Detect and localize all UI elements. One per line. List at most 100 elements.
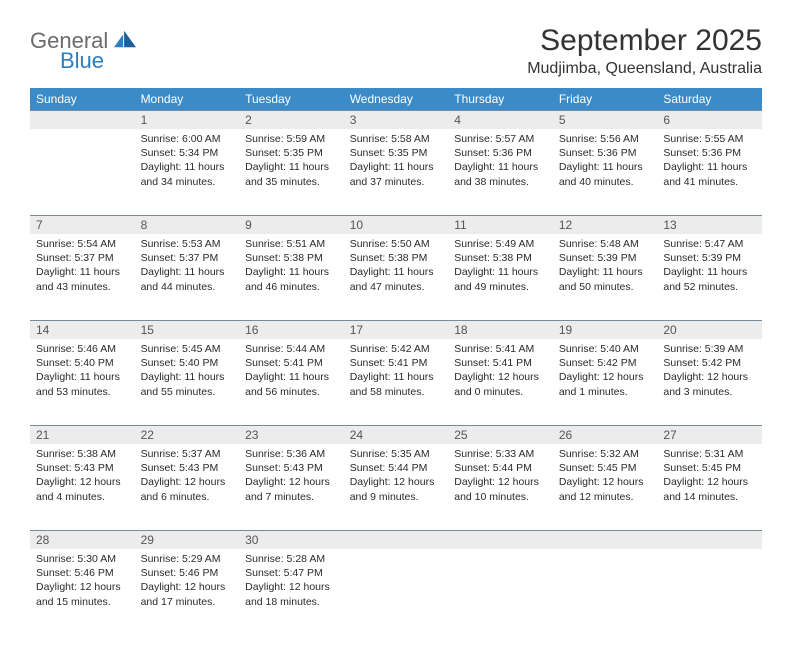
day-content: Sunrise: 5:56 AMSunset: 5:36 PMDaylight:… xyxy=(553,129,658,195)
daycontent-row: Sunrise: 5:54 AMSunset: 5:37 PMDaylight:… xyxy=(30,234,762,320)
calendar-cell-content: Sunrise: 5:47 AMSunset: 5:39 PMDaylight:… xyxy=(657,234,762,320)
day-content: Sunrise: 5:39 AMSunset: 5:42 PMDaylight:… xyxy=(657,339,762,405)
day-number: 12 xyxy=(553,215,658,234)
weekday-header: Wednesday xyxy=(344,88,449,110)
day-number: 24 xyxy=(344,425,449,444)
daynum-row: 282930 xyxy=(30,530,762,549)
day-number: 27 xyxy=(657,425,762,444)
calendar-cell-content: Sunrise: 5:29 AMSunset: 5:46 PMDaylight:… xyxy=(135,549,240,635)
day-content: Sunrise: 5:45 AMSunset: 5:40 PMDaylight:… xyxy=(135,339,240,405)
day-content: Sunrise: 5:33 AMSunset: 5:44 PMDaylight:… xyxy=(448,444,553,510)
daycontent-row: Sunrise: 6:00 AMSunset: 5:34 PMDaylight:… xyxy=(30,129,762,215)
day-number: 11 xyxy=(448,215,553,234)
calendar-cell-content: Sunrise: 5:56 AMSunset: 5:36 PMDaylight:… xyxy=(553,129,658,215)
day-number: 16 xyxy=(239,320,344,339)
calendar-cell-content: Sunrise: 5:31 AMSunset: 5:45 PMDaylight:… xyxy=(657,444,762,530)
brand-logo: General Blue xyxy=(30,30,136,72)
calendar-cell-num: 10 xyxy=(344,215,449,234)
day-number: 2 xyxy=(239,110,344,129)
calendar-cell-content: Sunrise: 5:51 AMSunset: 5:38 PMDaylight:… xyxy=(239,234,344,320)
day-number: 7 xyxy=(30,215,135,234)
calendar-cell-num: 4 xyxy=(448,110,553,129)
calendar-cell-content: Sunrise: 5:57 AMSunset: 5:36 PMDaylight:… xyxy=(448,129,553,215)
daynum-row: 123456 xyxy=(30,110,762,129)
day-number: 9 xyxy=(239,215,344,234)
day-content: Sunrise: 5:40 AMSunset: 5:42 PMDaylight:… xyxy=(553,339,658,405)
calendar-cell-num: 22 xyxy=(135,425,240,444)
calendar-cell-content: Sunrise: 5:36 AMSunset: 5:43 PMDaylight:… xyxy=(239,444,344,530)
daynum-row: 14151617181920 xyxy=(30,320,762,339)
calendar-table: SundayMondayTuesdayWednesdayThursdayFrid… xyxy=(30,88,762,635)
day-content: Sunrise: 5:36 AMSunset: 5:43 PMDaylight:… xyxy=(239,444,344,510)
day-content: Sunrise: 5:48 AMSunset: 5:39 PMDaylight:… xyxy=(553,234,658,300)
day-content: Sunrise: 5:41 AMSunset: 5:41 PMDaylight:… xyxy=(448,339,553,405)
location-text: Mudjimba, Queensland, Australia xyxy=(527,60,762,78)
calendar-cell-content xyxy=(30,129,135,215)
calendar-cell-num: 1 xyxy=(135,110,240,129)
weekday-header: Saturday xyxy=(657,88,762,110)
day-number: 28 xyxy=(30,530,135,549)
day-content: Sunrise: 5:37 AMSunset: 5:43 PMDaylight:… xyxy=(135,444,240,510)
calendar-cell-content: Sunrise: 6:00 AMSunset: 5:34 PMDaylight:… xyxy=(135,129,240,215)
calendar-cell-content: Sunrise: 5:42 AMSunset: 5:41 PMDaylight:… xyxy=(344,339,449,425)
empty-day-number xyxy=(344,530,449,549)
calendar-cell-content: Sunrise: 5:30 AMSunset: 5:46 PMDaylight:… xyxy=(30,549,135,635)
day-content: Sunrise: 5:57 AMSunset: 5:36 PMDaylight:… xyxy=(448,129,553,195)
brand-text: General Blue xyxy=(30,30,136,72)
calendar-cell-num: 9 xyxy=(239,215,344,234)
day-content: Sunrise: 5:32 AMSunset: 5:45 PMDaylight:… xyxy=(553,444,658,510)
day-number: 21 xyxy=(30,425,135,444)
day-number: 8 xyxy=(135,215,240,234)
calendar-cell-content: Sunrise: 5:33 AMSunset: 5:44 PMDaylight:… xyxy=(448,444,553,530)
day-number: 10 xyxy=(344,215,449,234)
empty-day-number xyxy=(657,530,762,549)
calendar-cell-content: Sunrise: 5:55 AMSunset: 5:36 PMDaylight:… xyxy=(657,129,762,215)
day-number: 14 xyxy=(30,320,135,339)
calendar-cell-content xyxy=(344,549,449,635)
day-content: Sunrise: 5:30 AMSunset: 5:46 PMDaylight:… xyxy=(30,549,135,615)
header: General Blue September 2025 Mudjimba, Qu… xyxy=(30,24,762,78)
day-number: 23 xyxy=(239,425,344,444)
calendar-cell-content: Sunrise: 5:35 AMSunset: 5:44 PMDaylight:… xyxy=(344,444,449,530)
weekday-header: Monday xyxy=(135,88,240,110)
day-number: 25 xyxy=(448,425,553,444)
calendar-cell-content: Sunrise: 5:28 AMSunset: 5:47 PMDaylight:… xyxy=(239,549,344,635)
day-number: 5 xyxy=(553,110,658,129)
title-block: September 2025 Mudjimba, Queensland, Aus… xyxy=(527,24,762,78)
calendar-cell-content xyxy=(553,549,658,635)
calendar-cell-content: Sunrise: 5:50 AMSunset: 5:38 PMDaylight:… xyxy=(344,234,449,320)
day-content: Sunrise: 5:29 AMSunset: 5:46 PMDaylight:… xyxy=(135,549,240,615)
calendar-cell-content: Sunrise: 5:44 AMSunset: 5:41 PMDaylight:… xyxy=(239,339,344,425)
calendar-cell-content: Sunrise: 5:49 AMSunset: 5:38 PMDaylight:… xyxy=(448,234,553,320)
calendar-cell-content: Sunrise: 5:37 AMSunset: 5:43 PMDaylight:… xyxy=(135,444,240,530)
calendar-cell-content: Sunrise: 5:40 AMSunset: 5:42 PMDaylight:… xyxy=(553,339,658,425)
empty-day-number xyxy=(448,530,553,549)
calendar-cell-content: Sunrise: 5:54 AMSunset: 5:37 PMDaylight:… xyxy=(30,234,135,320)
calendar-cell-num: 2 xyxy=(239,110,344,129)
day-content: Sunrise: 5:38 AMSunset: 5:43 PMDaylight:… xyxy=(30,444,135,510)
day-content: Sunrise: 6:00 AMSunset: 5:34 PMDaylight:… xyxy=(135,129,240,195)
calendar-cell-num: 28 xyxy=(30,530,135,549)
calendar-cell-num: 6 xyxy=(657,110,762,129)
day-number: 19 xyxy=(553,320,658,339)
calendar-cell-num: 12 xyxy=(553,215,658,234)
calendar-cell-num: 26 xyxy=(553,425,658,444)
calendar-cell-num: 15 xyxy=(135,320,240,339)
calendar-cell-num: 30 xyxy=(239,530,344,549)
day-content: Sunrise: 5:53 AMSunset: 5:37 PMDaylight:… xyxy=(135,234,240,300)
brand-word-2: Blue xyxy=(60,50,136,72)
page-title: September 2025 xyxy=(527,24,762,58)
calendar-cell-num: 25 xyxy=(448,425,553,444)
calendar-cell-num: 23 xyxy=(239,425,344,444)
day-number: 29 xyxy=(135,530,240,549)
day-content: Sunrise: 5:46 AMSunset: 5:40 PMDaylight:… xyxy=(30,339,135,405)
calendar-cell-num: 7 xyxy=(30,215,135,234)
calendar-cell-content: Sunrise: 5:59 AMSunset: 5:35 PMDaylight:… xyxy=(239,129,344,215)
day-content: Sunrise: 5:49 AMSunset: 5:38 PMDaylight:… xyxy=(448,234,553,300)
day-number: 13 xyxy=(657,215,762,234)
day-number: 3 xyxy=(344,110,449,129)
weekday-header: Thursday xyxy=(448,88,553,110)
calendar-cell-num: 20 xyxy=(657,320,762,339)
calendar-cell-num xyxy=(448,530,553,549)
day-content: Sunrise: 5:58 AMSunset: 5:35 PMDaylight:… xyxy=(344,129,449,195)
